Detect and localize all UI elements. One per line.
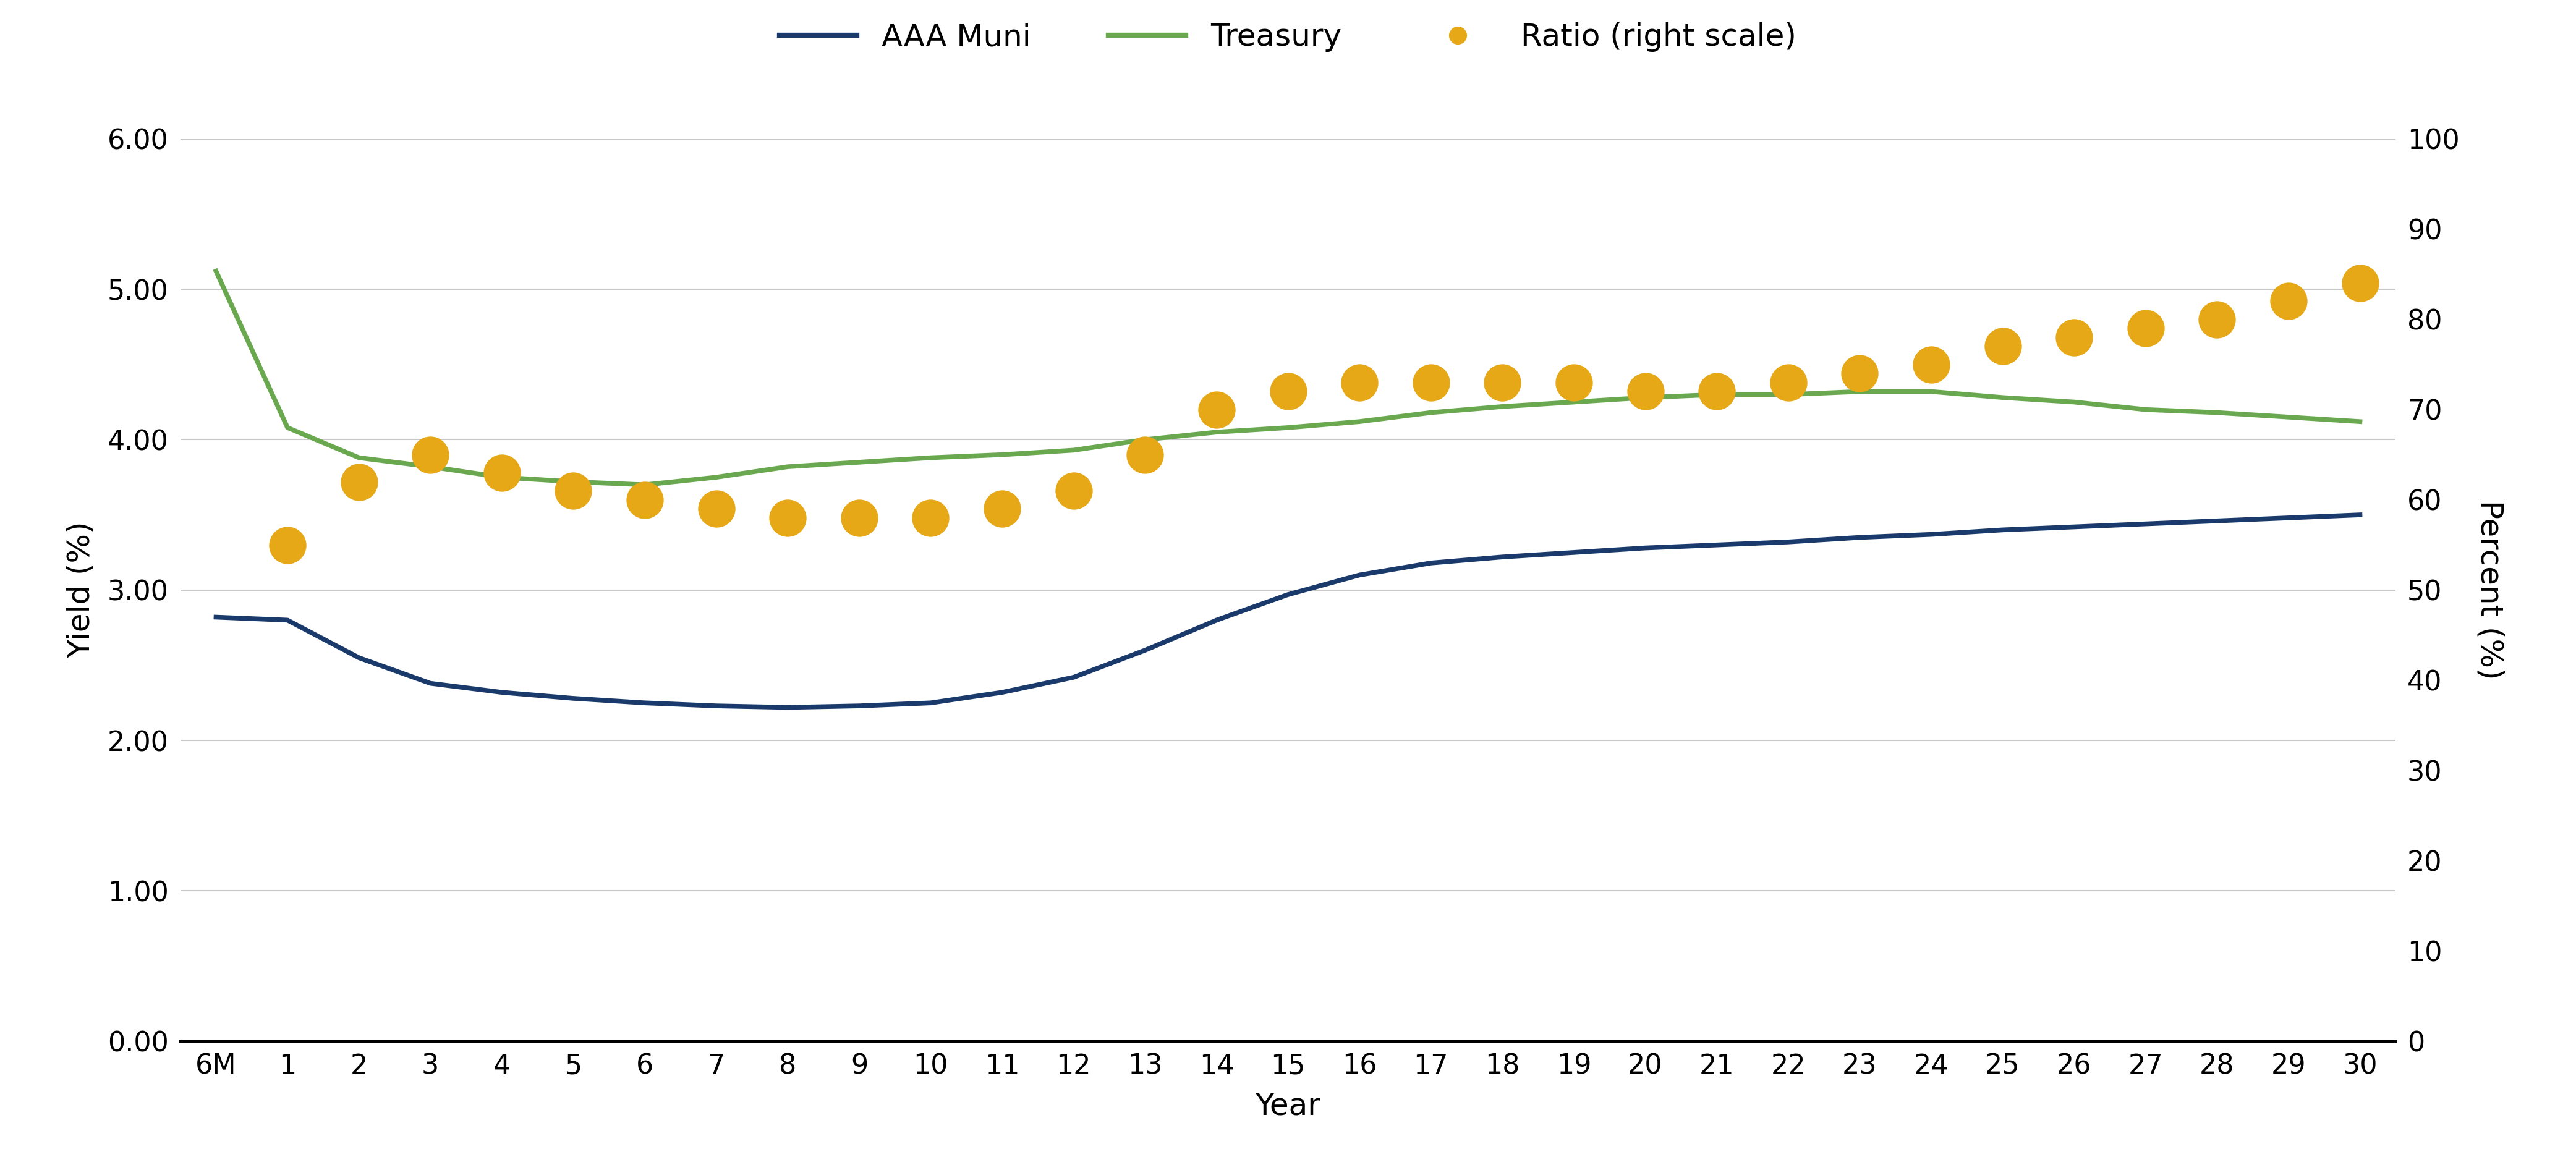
Y-axis label: Percent (%): Percent (%) <box>2476 500 2504 680</box>
AAA Muni <box>845 699 876 713</box>
AAA Muni <box>2344 508 2375 522</box>
Treasury <box>273 421 304 435</box>
Ratio (right scale) <box>909 509 951 528</box>
Treasury <box>1700 388 1731 401</box>
Treasury <box>1917 384 1947 398</box>
AAA Muni <box>1486 550 1517 563</box>
Treasury <box>701 471 732 485</box>
AAA Muni <box>1986 523 2017 537</box>
Ratio (right scale) <box>1267 382 1309 400</box>
AAA Muni <box>773 700 804 714</box>
AAA Muni <box>1700 538 1731 552</box>
Ratio (right scale) <box>1695 382 1736 400</box>
AAA Muni <box>1917 528 1947 541</box>
Ratio (right scale) <box>1911 355 1953 374</box>
Ratio (right scale) <box>1409 374 1450 392</box>
Ratio (right scale) <box>1553 374 1595 392</box>
Treasury <box>1486 399 1517 413</box>
AAA Muni <box>1631 541 1662 555</box>
Treasury <box>2344 414 2375 428</box>
Treasury <box>1558 396 1589 410</box>
Ratio (right scale) <box>1481 374 1522 392</box>
Ratio (right scale) <box>268 536 309 554</box>
Ratio (right scale) <box>840 509 881 528</box>
AAA Muni <box>914 697 945 710</box>
Ratio (right scale) <box>1340 374 1381 392</box>
Ratio (right scale) <box>2267 292 2308 310</box>
Treasury <box>2130 403 2161 417</box>
Ratio (right scale) <box>696 500 737 518</box>
Line: AAA Muni: AAA Muni <box>216 515 2360 707</box>
Treasury <box>1844 384 1875 398</box>
Treasury <box>987 448 1018 462</box>
AAA Muni <box>701 699 732 713</box>
Legend: AAA Muni, Treasury, Ratio (right scale): AAA Muni, Treasury, Ratio (right scale) <box>768 10 1808 65</box>
AAA Muni <box>343 650 374 664</box>
AAA Muni <box>2202 514 2233 528</box>
Treasury <box>1345 414 1376 428</box>
Treasury <box>2272 410 2303 423</box>
Treasury <box>1200 426 1231 440</box>
Treasury <box>343 451 374 465</box>
AAA Muni <box>1772 535 1803 548</box>
Ratio (right scale) <box>482 464 523 482</box>
AAA Muni <box>1131 643 1162 657</box>
AAA Muni <box>1059 670 1090 684</box>
Treasury <box>1986 391 2017 405</box>
AAA Muni <box>2130 517 2161 531</box>
AAA Muni <box>1200 613 1231 627</box>
AAA Muni <box>987 685 1018 699</box>
Ratio (right scale) <box>1054 481 1095 500</box>
Treasury <box>1631 391 1662 405</box>
Ratio (right scale) <box>768 509 809 528</box>
AAA Muni <box>273 613 304 627</box>
Y-axis label: Yield (%): Yield (%) <box>67 522 95 658</box>
AAA Muni <box>415 677 446 691</box>
AAA Muni <box>201 610 232 624</box>
Treasury <box>1772 388 1803 401</box>
AAA Muni <box>559 692 590 706</box>
AAA Muni <box>2272 511 2303 525</box>
Treasury <box>1131 433 1162 447</box>
Ratio (right scale) <box>554 481 595 500</box>
AAA Muni <box>1844 530 1875 545</box>
Treasury <box>2058 396 2089 410</box>
Ratio (right scale) <box>1839 364 1880 383</box>
AAA Muni <box>487 685 518 699</box>
Ratio (right scale) <box>1767 374 1808 392</box>
Ratio (right scale) <box>981 500 1023 518</box>
Treasury <box>201 264 232 278</box>
AAA Muni <box>1558 546 1589 560</box>
Ratio (right scale) <box>1981 337 2022 355</box>
Treasury <box>845 456 876 470</box>
Ratio (right scale) <box>337 472 379 491</box>
Ratio (right scale) <box>2339 274 2380 293</box>
AAA Muni <box>1273 588 1303 602</box>
Treasury <box>1273 421 1303 435</box>
Ratio (right scale) <box>2197 310 2239 329</box>
Treasury <box>2202 406 2233 420</box>
Treasury <box>487 471 518 485</box>
Treasury <box>914 451 945 465</box>
Ratio (right scale) <box>2125 319 2166 338</box>
Ratio (right scale) <box>1625 382 1667 400</box>
Ratio (right scale) <box>623 491 665 509</box>
AAA Muni <box>1414 557 1445 570</box>
AAA Muni <box>2058 519 2089 533</box>
AAA Muni <box>1345 568 1376 582</box>
Treasury <box>1059 443 1090 457</box>
Treasury <box>629 478 659 492</box>
X-axis label: Year: Year <box>1255 1091 1321 1121</box>
Ratio (right scale) <box>2053 329 2094 347</box>
Treasury <box>559 474 590 488</box>
Ratio (right scale) <box>1126 445 1167 464</box>
AAA Muni <box>629 697 659 710</box>
Ratio (right scale) <box>410 445 451 464</box>
Treasury <box>415 459 446 473</box>
Treasury <box>773 459 804 473</box>
Line: Treasury: Treasury <box>216 271 2360 485</box>
Treasury <box>1414 406 1445 420</box>
Ratio (right scale) <box>1195 400 1236 419</box>
